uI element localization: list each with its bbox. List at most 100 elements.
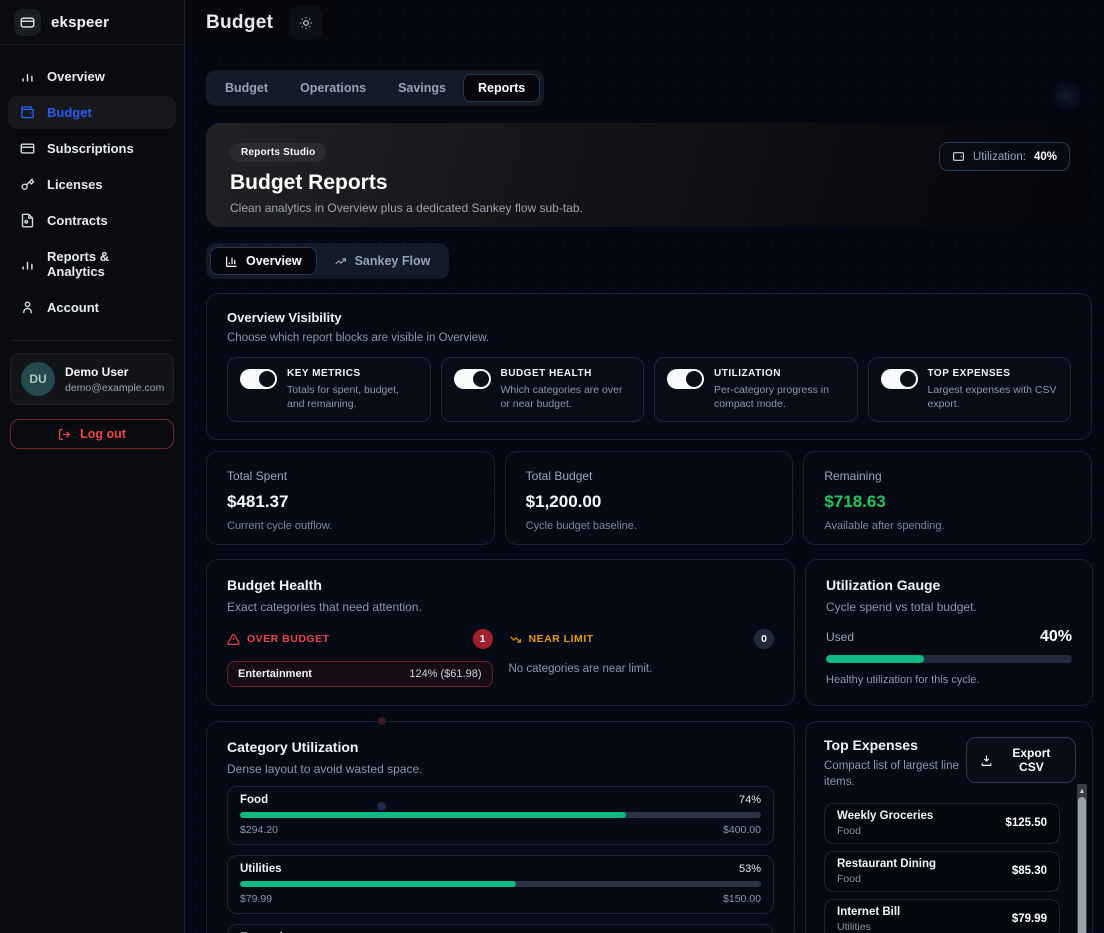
gauge-caption: Healthy utilization for this cycle. [826, 674, 980, 687]
sidebar-item-subscriptions[interactable]: Subscriptions [8, 132, 176, 165]
metric-caption: Cycle budget baseline. [525, 520, 637, 533]
card-title: Utilization Gauge [826, 577, 941, 594]
panel-title: Overview Visibility [227, 310, 342, 325]
utilization-badge: Utilization: 40% [938, 142, 1070, 171]
download-icon [980, 754, 993, 767]
expense-list-scrollbar[interactable]: ▲ [1077, 784, 1087, 933]
key-icon [20, 177, 35, 192]
sidebar-nav: Overview Budget Subscriptions Licenses C… [0, 45, 184, 324]
wallet-icon [20, 105, 35, 120]
theme-toggle-button[interactable] [289, 5, 324, 40]
toggle-switch-on[interactable] [880, 369, 918, 389]
toggle-description: Largest expenses with CSV export. [927, 384, 1057, 411]
subtab-overview[interactable]: Overview [210, 247, 317, 275]
category-progress-fill [240, 812, 626, 819]
category-percent: 74% [738, 794, 761, 807]
metric-value: $718.63 [824, 492, 886, 512]
tab-reports[interactable]: Reports [463, 74, 541, 102]
decorative-dot [377, 802, 386, 811]
sidebar-item-licenses[interactable]: Licenses [8, 168, 176, 201]
near-limit-count-badge: 0 [754, 629, 774, 650]
sidebar-item-account[interactable]: Account [8, 291, 176, 324]
metric-remaining: Remaining $718.63 Available after spendi… [803, 451, 1092, 546]
sidebar-item-label: Account [47, 300, 99, 315]
near-limit-label: NEAR LIMIT [528, 633, 594, 646]
category-progress-track [240, 881, 761, 888]
toggle-switch-on[interactable] [240, 369, 277, 389]
sidebar-item-overview[interactable]: Overview [8, 60, 176, 93]
category-row-utilities: Utilities 53% $79.99 $150.00 [227, 855, 774, 915]
export-csv-button[interactable]: Export CSV [965, 737, 1076, 784]
category-progress-fill [240, 881, 517, 888]
over-item-name: Entertainment [238, 668, 312, 681]
expense-name: Restaurant Dining [837, 857, 937, 870]
card-title: Budget Health [227, 577, 322, 594]
toggle-label: KEY METRICS [287, 368, 361, 379]
metric-label: Total Budget [525, 469, 593, 484]
over-budget-count-badge: 1 [472, 629, 493, 650]
scrollbar-thumb[interactable] [1078, 797, 1086, 933]
sidebar-item-label: Overview [47, 69, 105, 84]
sidebar-item-label: Reports & Analytics [47, 249, 110, 279]
tab-operations[interactable]: Operations [285, 74, 381, 102]
user-name: Demo User [65, 364, 129, 379]
logout-icon [58, 428, 71, 441]
toggle-key-metrics[interactable]: KEY METRICS Totals for spent, budget, an… [227, 357, 431, 423]
utilization-expenses-row: Category Utilization Dense layout to avo… [206, 721, 1093, 933]
trending-up-icon [334, 255, 347, 268]
logout-button[interactable]: Log out [10, 419, 174, 449]
toggle-switch-on[interactable] [453, 369, 491, 389]
wallet-icon [952, 150, 965, 163]
toggle-utilization[interactable]: UTILIZATION Per-category progress in com… [654, 357, 858, 423]
sidebar: ekspeer Overview Budget Subscriptions Li… [0, 0, 185, 933]
subtab-overview-label: Overview [246, 254, 302, 268]
scrollbar-up-arrow[interactable]: ▲ [1078, 787, 1086, 795]
toggle-switch-on[interactable] [667, 369, 704, 389]
subtab-sankey-label: Sankey Flow [354, 254, 431, 268]
sidebar-item-label: Licenses [47, 177, 103, 192]
hero-subtitle: Clean analytics in Overview plus a dedic… [230, 201, 583, 215]
gauge-used-value: 40% [1039, 628, 1072, 646]
main-area: Budget Budget Operations Savings Reports… [185, 0, 1104, 933]
utilization-gauge-card: Utilization Gauge Cycle spend vs total b… [805, 559, 1093, 707]
card-title: Top Expenses [824, 737, 918, 754]
expense-name: Internet Bill [837, 905, 901, 918]
tab-budget[interactable]: Budget [210, 74, 283, 102]
sidebar-item-budget[interactable]: Budget [8, 96, 176, 129]
category-spent: $294.20 [240, 824, 278, 837]
brand-row: ekspeer [0, 0, 184, 45]
hero-title: Budget Reports [230, 171, 388, 194]
sidebar-item-reports-analytics[interactable]: Reports & Analytics [8, 240, 176, 288]
background-glow [1050, 80, 1082, 112]
category-progress-track [240, 812, 761, 819]
tab-savings[interactable]: Savings [383, 74, 461, 102]
file-icon [20, 213, 35, 228]
toggle-label: TOP EXPENSES [927, 368, 1011, 379]
decorative-dot [378, 717, 386, 725]
metric-value: $481.37 [227, 492, 289, 512]
card-subtitle: Exact categories that need attention. [227, 600, 422, 615]
main-header: Budget [185, 0, 1104, 45]
category-spent: $79.99 [240, 893, 273, 906]
brand-logo-icon [14, 8, 41, 36]
subtab-sankey-flow[interactable]: Sankey Flow [319, 247, 446, 275]
metric-cards: Total Spent $481.37 Current cycle outflo… [206, 451, 1092, 546]
over-budget-column: OVER BUDGET 1 Entertainment 124% ($61.98… [227, 629, 493, 688]
metric-total-spent: Total Spent $481.37 Current cycle outflo… [206, 451, 495, 546]
expense-amount: $125.50 [1005, 817, 1047, 830]
avatar: DU [21, 362, 55, 396]
section-tabs: Budget Operations Savings Reports [206, 70, 545, 106]
sidebar-item-label: Budget [47, 105, 92, 120]
expense-row: Weekly Groceries Food $125.50 [824, 802, 1060, 844]
toggle-top-expenses[interactable]: TOP EXPENSES Largest expenses with CSV e… [867, 357, 1071, 423]
metric-total-budget: Total Budget $1,200.00 Cycle budget base… [504, 451, 794, 546]
near-limit-empty-text: No categories are near limit. [508, 663, 653, 676]
sidebar-item-contracts[interactable]: Contracts [8, 204, 176, 237]
category-percent: 53% [738, 863, 761, 876]
category-row-entertainment: Entertainment 124% $61.98 $50.00 [227, 924, 774, 933]
export-csv-label: Export CSV [1012, 746, 1051, 775]
expense-category: Food [837, 872, 861, 885]
toggle-label: BUDGET HEALTH [500, 368, 592, 379]
user-icon [20, 300, 35, 315]
toggle-budget-health[interactable]: BUDGET HEALTH Which categories are over … [440, 357, 644, 423]
